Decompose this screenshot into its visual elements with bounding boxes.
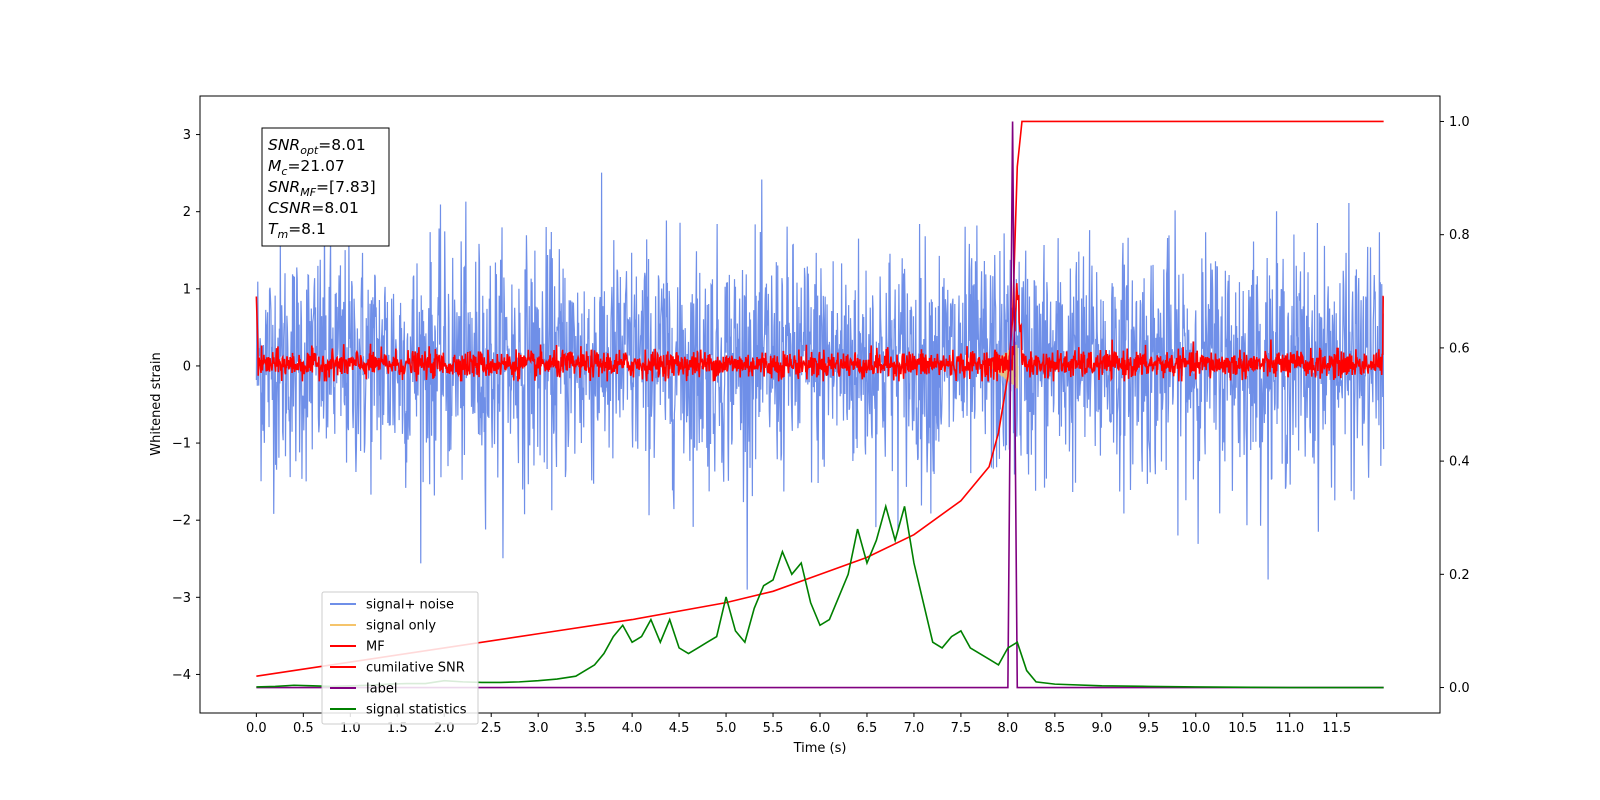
x-tick-label: 4.0 (622, 721, 643, 736)
annotation-frame (261, 127, 390, 247)
x-axis-label: Time (s) (793, 741, 847, 756)
x-tick-label: 7.5 (951, 721, 972, 736)
x-tick-label: 4.5 (669, 721, 690, 736)
x-tick-label: 10.0 (1181, 721, 1210, 736)
y2-tick-label: 0.2 (1449, 568, 1470, 583)
annotation-line: Mc=21.07 (268, 157, 345, 178)
y-tick-label: −4 (172, 668, 191, 683)
y-axis-right: 0.0 0.2 0.4 0.6 0.8 1.0 (1440, 115, 1470, 696)
series-signal-statistics (256, 503, 1384, 689)
y-tick-label: −3 (172, 591, 191, 606)
series-signal-noise (255, 172, 1385, 590)
x-tick-label: 8.5 (1045, 721, 1066, 736)
y2-tick-label: 1.0 (1449, 115, 1470, 130)
legend-label-signal-statistics: signal statistics (366, 703, 467, 718)
x-tick-label: 2.0 (434, 721, 455, 736)
x-tick-label: 0.0 (246, 721, 267, 736)
y-tick-label: 3 (183, 128, 191, 143)
legend-label-signal-noise: signal+ noise (366, 598, 454, 613)
y-tick-label: 2 (183, 205, 191, 220)
legend-label-label: label (366, 682, 397, 697)
x-tick-label: 10.5 (1228, 721, 1257, 736)
y-tick-label: 0 (183, 359, 191, 374)
legend-frame (321, 591, 479, 725)
x-tick-label: 7.0 (904, 721, 925, 736)
x-tick-label: 6.0 (810, 721, 831, 736)
x-tick-label: 3.0 (528, 721, 549, 736)
legend: signal+ noise signal only MF cumilative SNR… (321, 591, 479, 725)
y-tick-label: −1 (172, 437, 191, 452)
y2-tick-label: 0.8 (1449, 228, 1470, 243)
x-tick-label: 11.5 (1322, 721, 1351, 736)
x-tick-label: 8.0 (998, 721, 1019, 736)
x-tick-label: 5.5 (763, 721, 784, 736)
series-mf (255, 283, 1384, 382)
x-axis: 0.0 0.5 1.0 1.5 2.0 2.5 3.0 3.5 4.0 4.5 5.0 5.5 6.0 6… (246, 713, 1351, 736)
x-tick-label: 3.5 (575, 721, 596, 736)
x-tick-label: 11.0 (1275, 721, 1304, 736)
y2-tick-label: 0.0 (1449, 681, 1470, 696)
annotation-line: Tm=8.1 (268, 220, 326, 241)
x-tick-label: 0.5 (293, 721, 314, 736)
x-tick-label: 9.0 (1091, 721, 1112, 736)
x-tick-label: 2.5 (481, 721, 502, 736)
x-tick-label: 5.0 (716, 721, 737, 736)
y-tick-label: 1 (183, 282, 191, 297)
annotation-box: SNRopt=8.01Mc=21.07SNRMF=[7.83]CSNR=8.01… (261, 127, 390, 247)
y2-tick-label: 0.6 (1449, 341, 1470, 356)
y-axis-left: −4 −3 −2 −1 0 1 2 3 (172, 128, 200, 683)
y2-tick-label: 0.4 (1449, 455, 1470, 470)
annotation-line: SNRopt=8.01 (268, 136, 366, 157)
y-tick-label: −2 (172, 514, 191, 529)
legend-label-cumilative-snr: cumilative SNR (366, 661, 465, 676)
legend-label-mf: MF (366, 640, 385, 655)
series-layer (255, 120, 1385, 689)
x-tick-label: 1.5 (387, 721, 408, 736)
x-tick-label: 6.5 (857, 721, 878, 736)
x-tick-label: 9.5 (1138, 721, 1159, 736)
x-tick-label: 1.0 (340, 721, 361, 736)
legend-label-signal-only: signal only (366, 619, 436, 634)
annotation-line: SNRMF=[7.83] (268, 178, 376, 199)
series-label (256, 121, 1384, 689)
y-axis-label: Whitened strain (149, 352, 164, 455)
annotation-line: CSNR=8.01 (268, 199, 359, 217)
